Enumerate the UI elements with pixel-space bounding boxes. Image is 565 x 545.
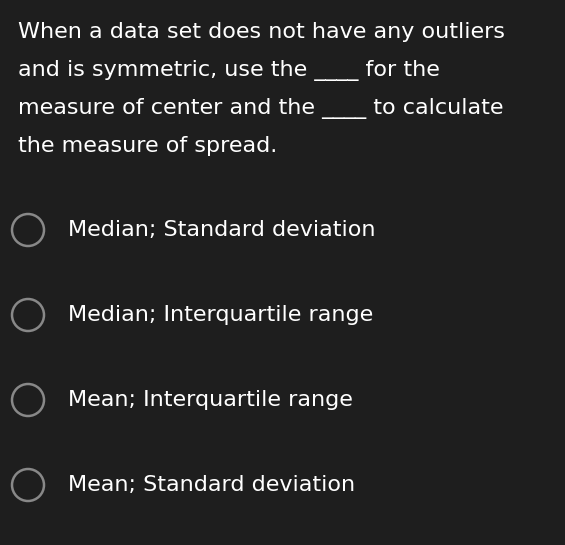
Text: Mean; Standard deviation: Mean; Standard deviation: [68, 475, 355, 495]
Text: Median; Standard deviation: Median; Standard deviation: [68, 220, 376, 240]
Text: and is symmetric, use the ____ for the: and is symmetric, use the ____ for the: [18, 60, 440, 81]
Text: the measure of spread.: the measure of spread.: [18, 136, 277, 156]
Text: measure of center and the ____ to calculate: measure of center and the ____ to calcul…: [18, 98, 503, 119]
Text: Mean; Interquartile range: Mean; Interquartile range: [68, 390, 353, 410]
Text: Median; Interquartile range: Median; Interquartile range: [68, 305, 373, 325]
Text: When a data set does not have any outliers: When a data set does not have any outlie…: [18, 22, 505, 42]
